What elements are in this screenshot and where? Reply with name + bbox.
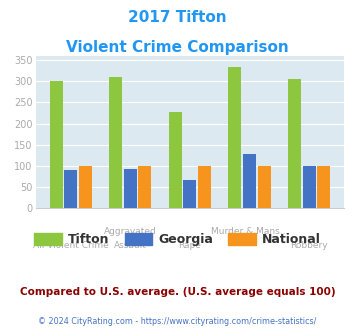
Bar — [79, 166, 92, 208]
Text: © 2024 CityRating.com - https://www.cityrating.com/crime-statistics/: © 2024 CityRating.com - https://www.city… — [38, 317, 317, 326]
Text: Assault: Assault — [114, 241, 147, 250]
Bar — [109, 77, 122, 208]
Text: Rape: Rape — [179, 241, 201, 250]
Bar — [138, 166, 152, 208]
Bar — [50, 81, 62, 208]
Text: Compared to U.S. average. (U.S. average equals 100): Compared to U.S. average. (U.S. average … — [20, 287, 335, 297]
Bar — [184, 181, 196, 208]
Legend: Tifton, Georgia, National: Tifton, Georgia, National — [29, 227, 326, 251]
Text: All Violent Crime: All Violent Crime — [33, 241, 109, 250]
Bar — [258, 166, 271, 208]
Text: Robbery: Robbery — [290, 241, 328, 250]
Bar — [228, 67, 241, 208]
Bar — [288, 79, 301, 208]
Bar — [317, 166, 330, 208]
Bar — [243, 154, 256, 208]
Bar — [169, 112, 182, 208]
Text: Violent Crime Comparison: Violent Crime Comparison — [66, 40, 289, 54]
Bar — [64, 170, 77, 208]
Text: Aggravated: Aggravated — [104, 227, 157, 236]
Bar — [198, 166, 211, 208]
Text: 2017 Tifton: 2017 Tifton — [128, 10, 227, 25]
Bar — [124, 169, 137, 208]
Bar — [302, 166, 316, 208]
Text: Murder & Mans...: Murder & Mans... — [211, 227, 288, 236]
